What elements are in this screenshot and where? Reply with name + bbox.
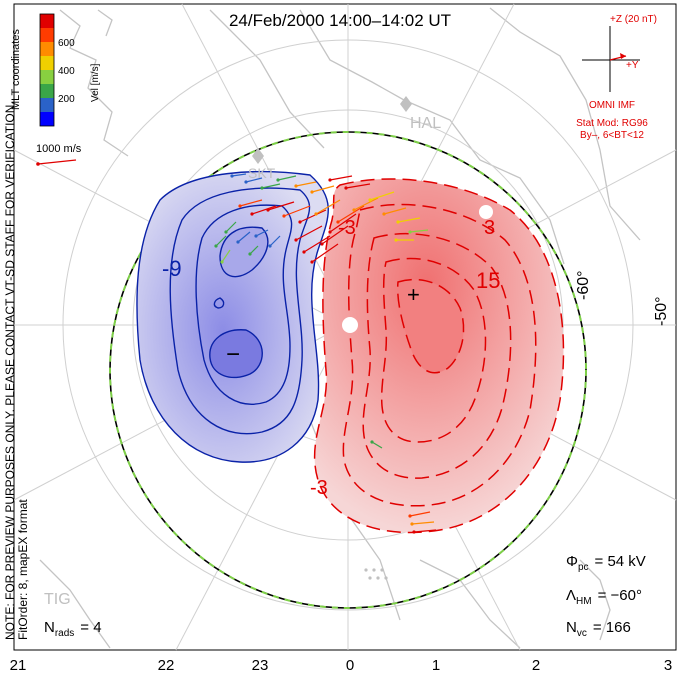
potential-minimum-marker: − [226, 341, 240, 368]
statistical-model: Stat Mod: RG96 [576, 118, 648, 129]
fit-statistics: Φpc = 54 kV ΛHM = −60° Nvc = 166 Nrads = 4 [44, 553, 646, 639]
phi-pc-symbol: Φ [566, 553, 578, 570]
colorbar-segment-500 [40, 28, 54, 42]
statistical-model-params: By–, 6<BT<12 [580, 130, 644, 141]
preview-note: NOTE: FOR PREVIEW PURPOSES ONLY. PLEASE … [3, 101, 17, 640]
n-rads-sub: rads [55, 628, 74, 639]
colorbar-segment-300 [40, 70, 54, 84]
positive-potential-cell [313, 178, 565, 534]
mlt-axis: 21 22 23 0 1 2 3 [10, 657, 673, 674]
n-vc-sub: vc [577, 628, 587, 639]
reference-vector [37, 159, 77, 165]
contour-label-negative-2: -3 [338, 217, 356, 239]
lambda-hm-value: = −60° [598, 587, 642, 604]
hm-boundary-dashes [109, 131, 587, 609]
mlt-tick-2: 2 [532, 657, 540, 674]
imf-title: OMNI IMF [589, 100, 635, 111]
data-gap [479, 205, 493, 219]
colorbar-tick-600: 600 [58, 38, 75, 49]
colorbar-segment-350 [40, 56, 54, 70]
contour-label-positive: 15 [476, 268, 500, 293]
reference-vector-origin [36, 162, 40, 166]
colorbar-segment-450 [40, 42, 54, 56]
colorbar-label: Vel [m/s] [90, 63, 101, 102]
station-tig: TIG [44, 591, 71, 608]
station-skt: SKT [248, 165, 276, 181]
n-vc-value: = 166 [593, 619, 631, 636]
coordinate-system-label: MLT coordinates [10, 29, 22, 110]
colorbar-segment-600-plus [40, 14, 54, 28]
mlt-tick-1: 1 [432, 657, 440, 674]
svg-text:Φpc= 54 kV: Φpc = 54 kV [566, 553, 646, 573]
station-markers: SKT HAL TIG [44, 96, 441, 608]
potential-maximum-marker: + [407, 282, 420, 307]
negative-potential-cell [136, 170, 329, 463]
n-rads-value: = 4 [80, 619, 101, 636]
colorbar-tick-400: 400 [58, 66, 75, 77]
imf-z-label: +Z (20 nT) [610, 14, 657, 25]
mlt-tick-0: 0 [346, 657, 354, 674]
latitude-label-50: -50° [653, 296, 670, 326]
map-title: 24/Feb/2000 14:00–14:02 UT [229, 11, 451, 30]
velocity-colorbar [39, 13, 55, 127]
svg-text:Nvc= 166: Nvc = 166 [566, 619, 631, 639]
mlt-tick-23: 23 [252, 657, 269, 674]
mlt-tick-22: 22 [158, 657, 175, 674]
imf-dial: +Z (20 nT) +Y OMNI IMF Stat Mod: RG96 By… [576, 14, 657, 141]
phi-pc-sub: pc [578, 562, 589, 573]
n-rads-symbol: N [44, 619, 55, 636]
fit-order-note: FitOrder: 8, mapEX format [16, 499, 30, 640]
mlt-tick-21: 21 [10, 657, 27, 674]
colorbar-segment-100 [40, 98, 54, 112]
svg-text:Nrads= 4: Nrads = 4 [44, 619, 102, 639]
colorbar-segment-0 [40, 112, 54, 126]
mlt-tick-3: 3 [664, 657, 672, 674]
velocity-vectors [214, 173, 437, 534]
reference-vector-label: 1000 m/s [36, 143, 82, 155]
colorbar-segment-200 [40, 84, 54, 98]
station-hal: HAL [410, 115, 441, 132]
contour-label-positive-2: 3 [484, 217, 495, 239]
imf-y-label: +Y [626, 60, 639, 71]
contour-label-negative-3: -3 [310, 477, 328, 499]
latitude-label-60: -60° [575, 270, 592, 300]
svg-text:ΛHM= −60°: ΛHM = −60° [566, 587, 642, 607]
pole-marker [342, 317, 358, 333]
lambda-hm-sub: HM [576, 596, 592, 607]
phi-pc-value: = 54 kV [595, 553, 646, 570]
colorbar-tick-200: 200 [58, 94, 75, 105]
contour-label-negative: -9 [162, 256, 182, 281]
lambda-hm-symbol: Λ [566, 587, 576, 604]
n-vc-symbol: N [566, 619, 577, 636]
